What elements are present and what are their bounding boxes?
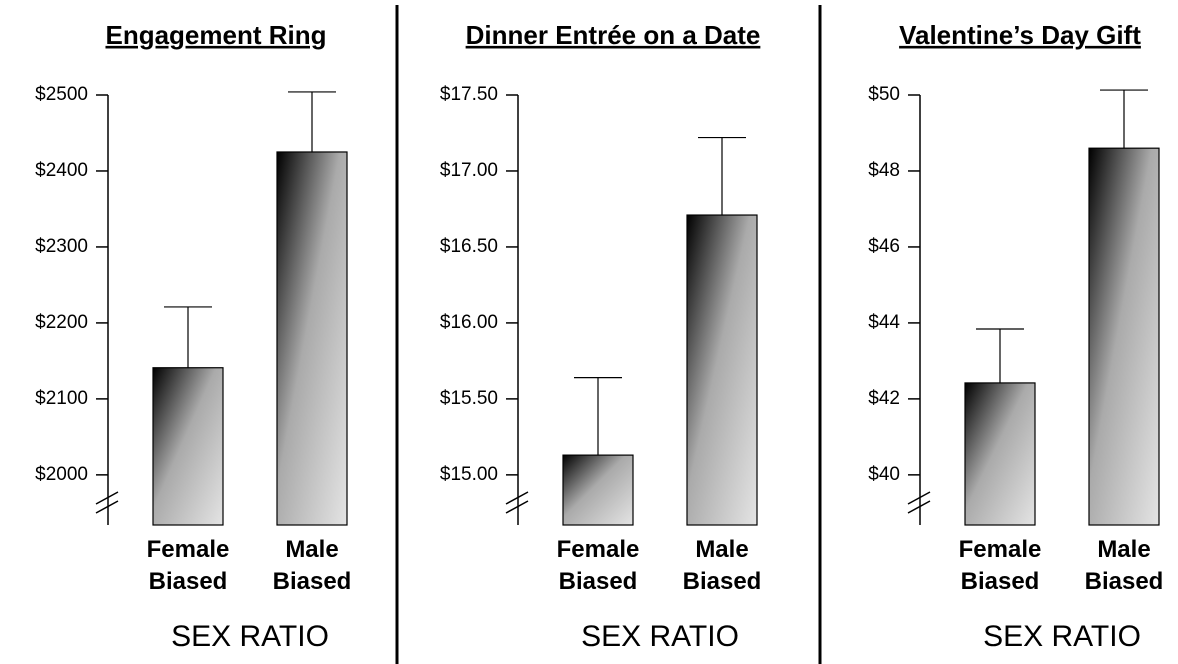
panel-title: Dinner Entrée on a Date: [466, 20, 761, 50]
bar: [964, 382, 1036, 526]
x-tick-label: Male Biased: [683, 536, 762, 595]
y-tick-label: $44: [868, 312, 900, 333]
bar: [562, 454, 634, 526]
x-axis-label: SEX RATIO: [581, 620, 739, 653]
y-tick-label: $16.00: [440, 312, 498, 333]
y-tick-label: $42: [868, 388, 900, 409]
x-tick-label: Female Biased: [557, 536, 640, 595]
panel-title: Valentine’s Day Gift: [899, 20, 1141, 50]
x-tick-label: Female Biased: [959, 536, 1042, 595]
y-tick-label: $2300: [35, 236, 88, 257]
x-tick-label: Male Biased: [1085, 536, 1164, 595]
y-tick-label: $17.00: [440, 160, 498, 181]
axis-break: [95, 491, 119, 505]
y-tick-label: $17.50: [440, 84, 498, 105]
bar: [152, 367, 224, 526]
y-tick-label: $16.50: [440, 236, 498, 257]
axis-break: [95, 500, 119, 514]
y-tick-label: $15.50: [440, 388, 498, 409]
y-tick-label: $2400: [35, 160, 88, 181]
y-tick-label: $2500: [35, 84, 88, 105]
x-tick-label: Female Biased: [147, 536, 230, 595]
x-axis-label: SEX RATIO: [171, 620, 329, 653]
y-tick-label: $2100: [35, 388, 88, 409]
y-tick-label: $50: [868, 84, 900, 105]
panel-title: Engagement Ring: [105, 20, 326, 50]
x-axis-label: SEX RATIO: [983, 620, 1141, 653]
axis-break: [505, 500, 529, 514]
y-tick-label: $48: [868, 160, 900, 181]
bar: [686, 214, 758, 526]
y-tick-label: $46: [868, 236, 900, 257]
axis-break: [907, 491, 931, 505]
x-tick-label: Male Biased: [273, 536, 352, 595]
y-tick-label: $2200: [35, 312, 88, 333]
axis-break: [907, 500, 931, 514]
y-tick-label: $2000: [35, 464, 88, 485]
axis-break: [505, 491, 529, 505]
bar: [1088, 147, 1160, 526]
y-tick-label: $15.00: [440, 464, 498, 485]
bar: [276, 151, 348, 526]
y-tick-label: $40: [868, 464, 900, 485]
